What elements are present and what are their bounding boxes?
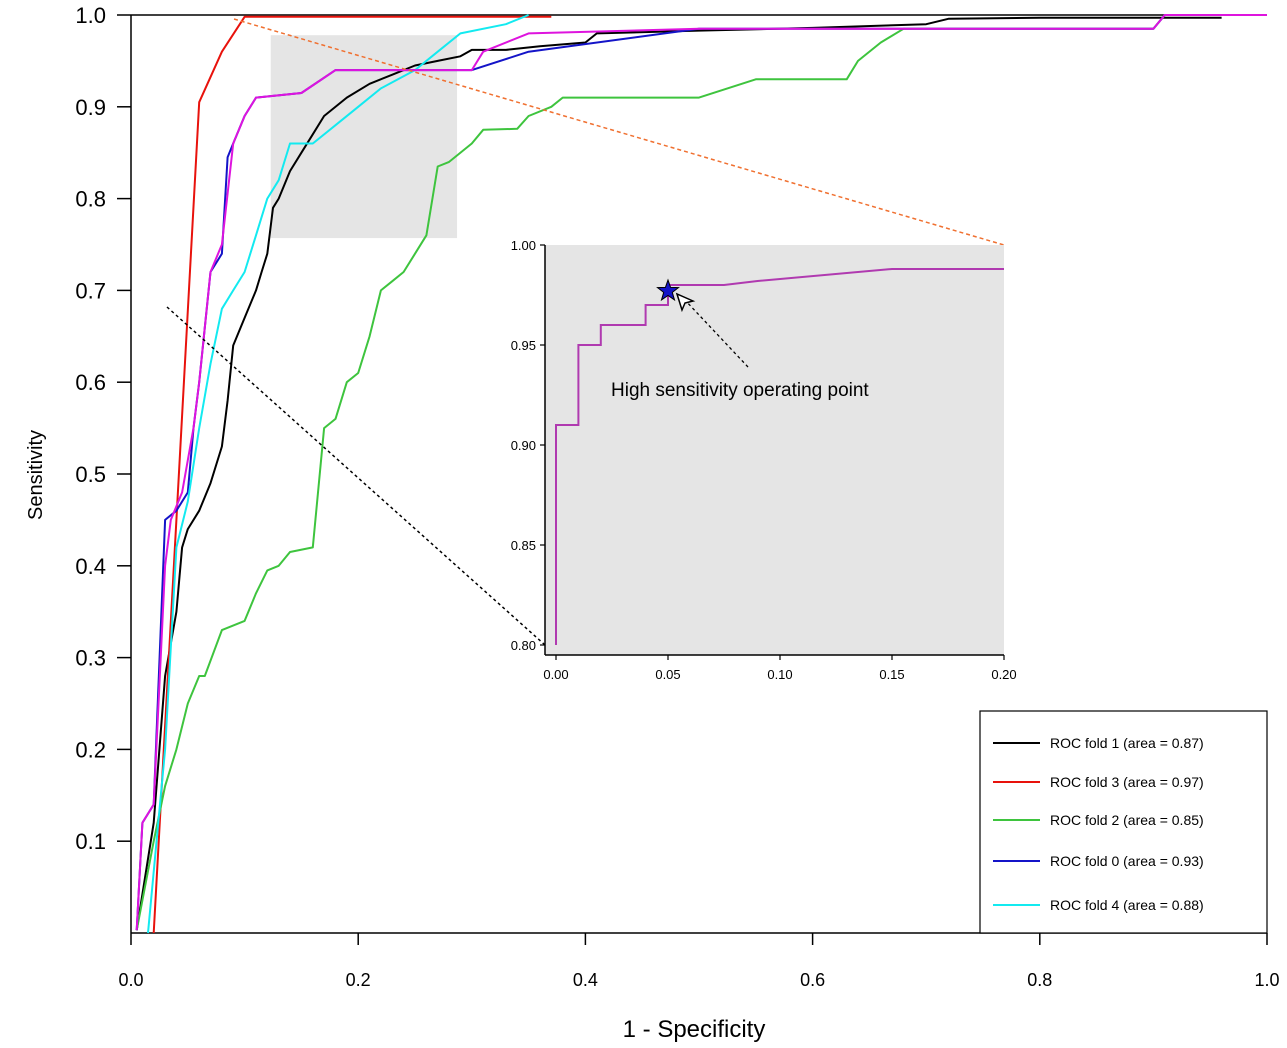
roc-curve-3 — [135, 14, 1267, 931]
inset-background — [545, 245, 1004, 655]
y-tick-label: 0.1 — [75, 829, 106, 854]
y-tick-label: 0.3 — [75, 646, 106, 671]
roc-curve-5 — [135, 14, 1267, 931]
y-tick-label: 0.8 — [75, 187, 106, 212]
y-tick-label: 0.9 — [75, 95, 106, 120]
y-tick-label: 0.2 — [75, 737, 106, 762]
inset-x-tick-label: 0.10 — [767, 667, 792, 682]
zoom-connector-line — [233, 18, 1005, 246]
inset-y-tick-label: 0.80 — [511, 638, 536, 653]
inset-series — [555, 268, 1004, 645]
roc-curve-4 — [147, 14, 529, 934]
zoom-connector-line — [166, 306, 546, 646]
legend-label: ROC fold 2 (area = 0.85) — [1050, 812, 1204, 828]
roc-curve-1 — [152, 15, 552, 934]
inset-y-tick-label: 1.00 — [511, 238, 536, 253]
x-tick-label: 0.8 — [1027, 970, 1052, 990]
x-tick-label: 1.0 — [1254, 970, 1279, 990]
x-tick-label: 0.0 — [118, 970, 143, 990]
legend-label: ROC fold 3 (area = 0.97) — [1050, 774, 1204, 790]
y-tick-label: 0.4 — [75, 554, 106, 579]
y-tick-label: 0.5 — [75, 462, 106, 487]
annotation-arrowhead — [675, 292, 696, 313]
annotation-label: High sensitivity operating point — [611, 380, 869, 401]
operating-point-star-icon — [656, 278, 680, 302]
inset-y-tick-label: 0.90 — [511, 438, 536, 453]
x-axis-label: 1 - Specificity — [623, 1016, 766, 1043]
inset-x-tick-label: 0.15 — [879, 667, 904, 682]
y-tick-label: 1.0 — [75, 3, 106, 28]
zoom-region — [270, 35, 458, 239]
x-tick-label: 0.4 — [573, 970, 598, 990]
inset-x-tick-label: 0.00 — [543, 667, 568, 682]
inset-roc-curve-0 — [555, 268, 1004, 645]
y-tick-label: 0.6 — [75, 370, 106, 395]
y-tick-label: 0.7 — [75, 278, 106, 303]
legend: ROC fold 1 (area = 0.87) ROC fold 3 (area… — [979, 710, 1268, 934]
inset-axes: 0.00 0.05 0.10 0.15 0.20 0.80 0.85 0.90 0.95 1.00 — [511, 238, 1017, 682]
inset-x-tick-label: 0.20 — [991, 667, 1016, 682]
legend-label: ROC fold 1 (area = 0.87) — [1050, 735, 1204, 751]
x-tick-label: 0.2 — [346, 970, 371, 990]
inset-y-tick-label: 0.85 — [511, 538, 536, 553]
main-series — [135, 14, 1267, 934]
x-tick-label: 0.6 — [800, 970, 825, 990]
y-axis-label: Sensitivity — [25, 430, 47, 520]
legend-label: ROC fold 0 (area = 0.93) — [1050, 853, 1204, 869]
inset-y-tick-label: 0.95 — [511, 338, 536, 353]
roc-curve-2 — [135, 14, 1267, 931]
inset-x-tick-label: 0.05 — [655, 667, 680, 682]
legend-label: ROC fold 4 (area = 0.88) — [1050, 897, 1204, 913]
inset-chart: 0.00 0.05 0.10 0.15 0.20 0.80 0.85 0.90 0.95 1.00… — [511, 238, 1017, 682]
main-ticks: 0.0 0.2 0.4 0.6 0.8 1.0 0.1 0.2 0.3 0.4 0.5 0.6 0.7 0… — [75, 3, 1279, 990]
